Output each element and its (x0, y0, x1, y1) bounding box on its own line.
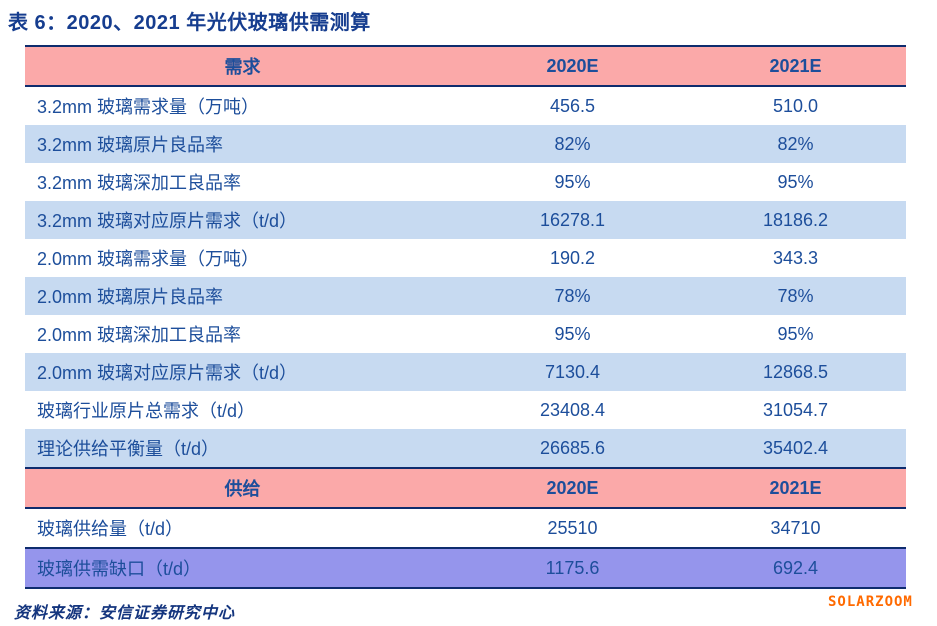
table-row: 玻璃行业原片总需求（t/d） 23408.4 31054.7 (25, 391, 906, 429)
table-row: 2.0mm 玻璃原片良品率 78% 78% (25, 277, 906, 315)
row-label: 玻璃供需缺口（t/d） (37, 559, 202, 579)
cell-2021e: 78% (777, 285, 814, 306)
row-label: 2.0mm 玻璃深加工良品率 (37, 325, 242, 345)
cell-2021e: 95% (777, 323, 814, 344)
supply-header-row: 供给 2020E 2021E (25, 467, 906, 509)
table-row: 2.0mm 玻璃对应原片需求（t/d） 7130.4 12868.5 (25, 353, 906, 391)
cell-2020e: 95% (554, 323, 591, 344)
cell-2020e: 190.2 (549, 247, 596, 268)
cell-2020e: 16278.1 (539, 209, 606, 230)
table-row: 3.2mm 玻璃对应原片需求（t/d） 16278.1 18186.2 (25, 201, 906, 239)
cell-2020e: 78% (554, 285, 591, 306)
table-row-supply-gap: 玻璃供需缺口（t/d） 1175.6 692.4 (25, 547, 906, 589)
column-header-2020e: 2020E (546, 477, 599, 498)
cell-2021e: 343.3 (772, 247, 819, 268)
cell-2021e: 510.0 (772, 95, 819, 116)
table-row: 2.0mm 玻璃需求量（万吨） 190.2 343.3 (25, 239, 906, 277)
table-row: 理论供给平衡量（t/d） 26685.6 35402.4 (25, 429, 906, 467)
row-label: 理论供给平衡量（t/d） (37, 439, 220, 459)
row-label: 3.2mm 玻璃深加工良品率 (37, 173, 242, 193)
cell-2020e: 25510 (547, 517, 598, 538)
table-row: 2.0mm 玻璃深加工良品率 95% 95% (25, 315, 906, 353)
cell-2021e: 31054.7 (762, 399, 829, 420)
cell-2021e: 692.4 (772, 557, 819, 578)
cell-2020e: 26685.6 (539, 437, 606, 458)
column-header-2021e: 2021E (769, 55, 822, 76)
cell-2020e: 23408.4 (539, 399, 606, 420)
cell-2021e: 18186.2 (762, 209, 829, 230)
cell-2021e: 35402.4 (762, 437, 829, 458)
cell-2020e: 82% (554, 133, 591, 154)
table-row: 3.2mm 玻璃深加工良品率 95% 95% (25, 163, 906, 201)
row-label: 2.0mm 玻璃对应原片需求（t/d） (37, 363, 298, 383)
row-label: 2.0mm 玻璃需求量（万吨） (37, 249, 260, 269)
demand-header-row: 需求 2020E 2021E (25, 45, 906, 87)
cell-2020e: 7130.4 (544, 361, 601, 382)
cell-2021e: 82% (777, 133, 814, 154)
row-label: 3.2mm 玻璃原片良品率 (37, 135, 224, 155)
column-header-2020e: 2020E (546, 55, 599, 76)
page-title: 表 6：2020、2021 年光伏玻璃供需测算 (8, 12, 371, 34)
supply-demand-table: 需求 2020E 2021E 3.2mm 玻璃需求量（万吨） 456.5 510… (25, 45, 906, 589)
row-label: 3.2mm 玻璃对应原片需求（t/d） (37, 211, 298, 231)
cell-2020e: 1175.6 (545, 557, 600, 578)
source-note: 资料来源：安信证券研究中心 (14, 605, 236, 622)
watermark-solarzoom: SOLARZOOM (828, 594, 913, 610)
row-label: 2.0mm 玻璃原片良品率 (37, 287, 224, 307)
row-label: 玻璃供给量（t/d） (37, 519, 184, 539)
section-label-demand: 需求 (224, 57, 261, 77)
table-row: 3.2mm 玻璃原片良品率 82% 82% (25, 125, 906, 163)
cell-2020e: 95% (554, 171, 591, 192)
cell-2020e: 456.5 (549, 95, 596, 116)
cell-2021e: 12868.5 (762, 361, 829, 382)
table-row: 3.2mm 玻璃需求量（万吨） 456.5 510.0 (25, 87, 906, 125)
section-label-supply: 供给 (224, 479, 261, 499)
cell-2021e: 34710 (770, 517, 821, 538)
table-row: 玻璃供给量（t/d） 25510 34710 (25, 509, 906, 547)
row-label: 玻璃行业原片总需求（t/d） (37, 401, 256, 421)
column-header-2021e: 2021E (769, 477, 822, 498)
cell-2021e: 95% (777, 171, 814, 192)
row-label: 3.2mm 玻璃需求量（万吨） (37, 97, 260, 117)
